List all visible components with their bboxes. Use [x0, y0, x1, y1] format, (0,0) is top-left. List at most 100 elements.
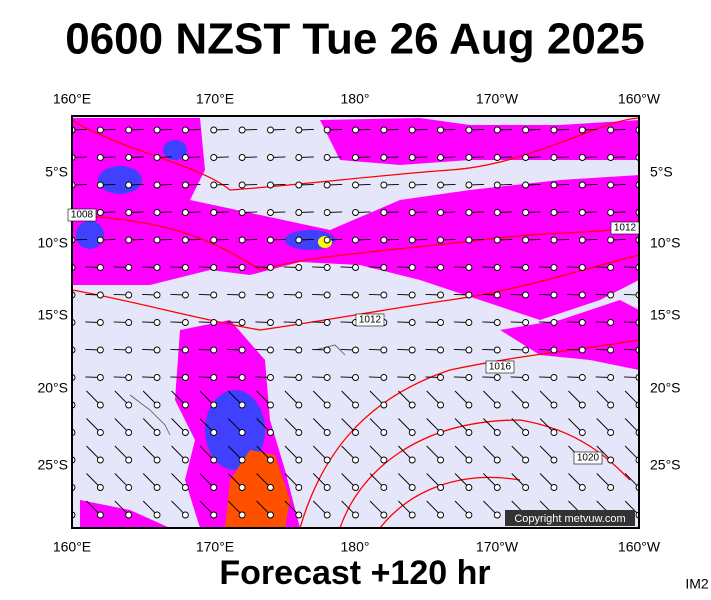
station — [210, 511, 218, 519]
station — [437, 401, 444, 409]
station — [408, 511, 416, 519]
station — [380, 429, 388, 436]
station — [522, 374, 530, 381]
station — [295, 209, 303, 216]
station — [493, 511, 501, 519]
station — [323, 181, 331, 189]
station — [125, 429, 133, 436]
station — [323, 236, 331, 244]
station — [181, 126, 189, 134]
left-axis-label: 25°S — [37, 457, 68, 473]
station — [267, 429, 274, 436]
station — [125, 291, 133, 299]
station — [352, 429, 359, 436]
station — [607, 126, 615, 134]
station — [578, 484, 586, 491]
station — [238, 346, 246, 354]
station — [96, 374, 104, 381]
station — [96, 484, 104, 491]
station — [408, 484, 416, 491]
wind-barb — [72, 486, 73, 488]
station — [238, 484, 246, 491]
station — [522, 126, 530, 134]
station — [437, 319, 444, 326]
station — [267, 154, 274, 161]
station — [96, 154, 104, 161]
station — [96, 126, 104, 134]
station — [267, 126, 274, 134]
top-axis-label: 170°W — [476, 91, 519, 107]
station — [408, 291, 416, 299]
station — [125, 374, 133, 381]
station — [522, 264, 530, 271]
station — [437, 126, 444, 134]
station — [210, 319, 218, 326]
station — [96, 511, 104, 519]
station — [96, 319, 104, 326]
station — [295, 319, 303, 326]
station — [267, 236, 274, 244]
station — [493, 484, 501, 491]
station — [238, 429, 246, 436]
station — [522, 154, 530, 161]
station — [380, 456, 388, 464]
station — [323, 264, 331, 271]
station — [550, 209, 558, 216]
wind-barb — [638, 157, 639, 158]
wind-barb — [72, 349, 73, 350]
station — [125, 209, 133, 216]
station — [181, 346, 189, 354]
station — [493, 401, 501, 409]
right-axis-label: 5°S — [650, 164, 673, 180]
station — [181, 181, 189, 189]
image-id: IM2 — [685, 576, 709, 592]
station — [493, 291, 501, 299]
station — [323, 291, 331, 299]
station — [408, 429, 416, 436]
station — [550, 291, 558, 299]
station — [578, 154, 586, 161]
station — [437, 511, 444, 519]
station — [607, 264, 615, 271]
station — [238, 401, 246, 409]
right-axis-label: 20°S — [650, 380, 681, 396]
station — [380, 181, 388, 189]
station — [465, 319, 473, 326]
station — [522, 181, 530, 189]
station — [493, 456, 501, 464]
station — [210, 401, 218, 409]
station — [550, 264, 558, 271]
station — [323, 154, 331, 161]
station — [295, 429, 303, 436]
station — [437, 346, 444, 354]
station — [408, 154, 416, 161]
station — [181, 236, 189, 244]
station — [522, 484, 530, 491]
station — [323, 401, 331, 409]
right-axis-label: 15°S — [650, 307, 681, 323]
station — [578, 236, 586, 244]
isobars — [72, 117, 639, 528]
bottom-axis-label: 180° — [341, 539, 370, 555]
station — [408, 236, 416, 244]
station — [550, 429, 558, 436]
station — [380, 236, 388, 244]
station — [380, 401, 388, 409]
station — [96, 346, 104, 354]
station — [323, 346, 331, 354]
station — [267, 209, 274, 216]
station — [295, 181, 303, 189]
station — [181, 264, 189, 271]
station — [181, 484, 189, 491]
top-axis-label: 180° — [341, 91, 370, 107]
station — [550, 126, 558, 134]
station — [493, 264, 501, 271]
station — [352, 154, 359, 161]
station — [437, 236, 444, 244]
station — [153, 209, 161, 216]
station — [238, 511, 246, 519]
wind-barb — [72, 294, 73, 295]
wind-barb — [72, 431, 73, 433]
station — [352, 209, 359, 216]
